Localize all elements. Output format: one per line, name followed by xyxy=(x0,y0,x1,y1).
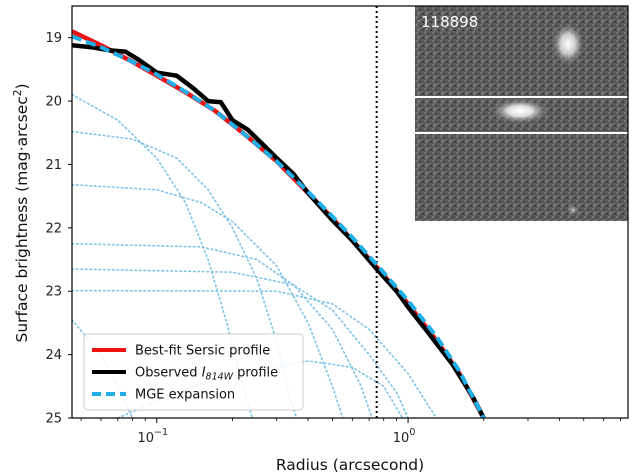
x-tick-base-0: 10 xyxy=(137,431,154,446)
galaxy-blob-small xyxy=(567,204,579,216)
legend-observed-prefix: Observed xyxy=(135,366,198,381)
x-axis: 10−1 100 xyxy=(80,418,621,446)
legend: Best-fit Sersic profile Observed I814W pr… xyxy=(83,333,304,411)
galaxy-inset-image: 118898 xyxy=(415,6,628,221)
x-tick-base-1: 10 xyxy=(393,431,410,446)
y-tick-label-23: 23 xyxy=(45,285,62,300)
legend-observed-suffix: profile xyxy=(237,366,278,381)
mge-component-4 xyxy=(72,268,409,418)
y-axis-label-sup: 2 xyxy=(12,90,24,97)
legend-box xyxy=(83,333,304,411)
legend-observed-italic: I xyxy=(202,366,206,381)
legend-observed-sub: 814W xyxy=(206,372,234,383)
y-tick-label-25: 25 xyxy=(45,412,62,427)
x-tick-label-1: 100 xyxy=(393,427,416,446)
galaxy-blob-center xyxy=(490,98,550,124)
legend-label-sersic: Best-fit Sersic profile xyxy=(135,344,270,359)
x-tick-exp-1: 0 xyxy=(409,427,415,438)
legend-label-observed: Observed I814W profile xyxy=(135,366,278,383)
mge-component-5 xyxy=(72,289,438,418)
y-axis-label: Surface brightness (mag·arcsec2) xyxy=(12,83,31,342)
mge-component-3 xyxy=(72,242,373,418)
mge-component-2 xyxy=(72,183,344,418)
y-axis: 19 20 21 22 23 24 25 xyxy=(45,31,72,427)
x-tick-label-0: 10−1 xyxy=(137,427,168,446)
x-axis-label: Radius (arcsecond) xyxy=(276,456,424,474)
galaxy-blob-upper xyxy=(551,22,585,66)
profile-series xyxy=(72,29,486,418)
y-tick-label-21: 21 xyxy=(45,158,62,173)
y-axis-label-close: ) xyxy=(13,83,31,89)
legend-label-mge: MGE expansion xyxy=(135,388,235,403)
plot-frame xyxy=(71,5,629,419)
series-line-2 xyxy=(72,34,486,418)
y-axis-label-main: Surface brightness (mag·arcsec xyxy=(13,96,31,342)
series-line-1 xyxy=(72,43,486,418)
x-tick-exp-0: −1 xyxy=(154,427,168,438)
y-tick-label-19: 19 xyxy=(45,31,62,46)
y-tick-label-22: 22 xyxy=(45,221,62,236)
y-tick-label-20: 20 xyxy=(45,95,62,110)
inset-id-label: 118898 xyxy=(421,13,478,31)
y-tick-label-24: 24 xyxy=(45,348,62,363)
